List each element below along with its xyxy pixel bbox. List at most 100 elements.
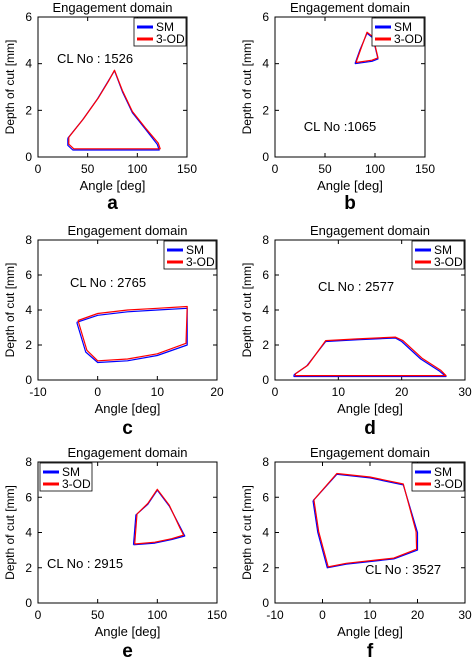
series-line-sm xyxy=(312,473,419,569)
y-tick-label: 4 xyxy=(262,57,269,71)
panel-label: f xyxy=(367,641,374,662)
y-tick-label: 6 xyxy=(25,10,32,24)
legend-entry: SM xyxy=(434,243,452,257)
legend: SM3-OD xyxy=(163,240,217,270)
chart-title: Engagement domain xyxy=(310,223,430,238)
x-tick-label: -10 xyxy=(266,608,284,622)
y-tick-label: 8 xyxy=(25,233,32,247)
panel-label: a xyxy=(107,193,118,214)
legend-box xyxy=(411,462,465,492)
x-tick-label: 20 xyxy=(395,385,409,399)
legend-entry: 3-OD xyxy=(434,255,463,269)
legend-box xyxy=(163,240,217,270)
x-tick-label: 10 xyxy=(332,385,346,399)
legend-box xyxy=(371,17,425,47)
y-axis-label: Depth of cut [mm] xyxy=(240,263,254,358)
chart-panel-d: Engagement domain 0 10 20 30 0 2 4 6 8 Angle [deg]… xyxy=(240,223,472,439)
y-tick-label: 2 xyxy=(25,338,32,352)
chart-title: Engagement domain xyxy=(290,0,410,15)
legend: SM3-OD xyxy=(133,17,187,47)
series-line-3-od xyxy=(294,336,447,377)
panel-label: e xyxy=(122,641,133,662)
x-tick-label: 20 xyxy=(411,608,425,622)
y-tick-label: 6 xyxy=(262,490,269,504)
x-axis-label: Angle [deg] xyxy=(337,624,403,639)
x-tick-label: 100 xyxy=(127,162,147,176)
y-tick-label: 2 xyxy=(262,103,269,117)
legend: SM3-OD xyxy=(39,462,93,492)
x-tick-label: 30 xyxy=(458,608,472,622)
y-tick-label: 2 xyxy=(262,561,269,575)
x-tick-label: 10 xyxy=(151,385,165,399)
legend-entry: SM xyxy=(156,20,174,34)
x-tick-label: 20 xyxy=(210,385,224,399)
legend-entry: 3-OD xyxy=(186,255,215,269)
y-tick-label: 2 xyxy=(25,103,32,117)
y-tick-label: 6 xyxy=(262,268,269,282)
x-tick-label: 0 xyxy=(35,162,42,176)
legend-entry: 3-OD xyxy=(434,477,463,491)
legend-entry: SM xyxy=(394,20,412,34)
y-axis-label: Depth of cut [mm] xyxy=(240,40,254,135)
x-tick-label: 150 xyxy=(207,608,227,622)
x-tick-label: 0 xyxy=(319,608,326,622)
legend-entry: 3-OD xyxy=(62,477,91,491)
chart-title: Engagement domain xyxy=(68,223,188,238)
x-axis-label: Angle [deg] xyxy=(317,178,383,193)
y-tick-label: 6 xyxy=(262,10,269,24)
legend: SM3-OD xyxy=(411,462,465,492)
y-tick-label: 4 xyxy=(262,303,269,317)
x-axis-label: Angle [deg] xyxy=(337,401,403,416)
x-tick-label: 100 xyxy=(147,608,167,622)
y-tick-label: 0 xyxy=(25,150,32,164)
legend-box xyxy=(39,462,93,492)
y-tick-label: 8 xyxy=(262,233,269,247)
x-axis-label: Angle [deg] xyxy=(95,624,161,639)
y-tick-label: 6 xyxy=(25,268,32,282)
x-tick-label: 50 xyxy=(91,608,105,622)
y-axis-label: Depth of cut [mm] xyxy=(240,485,254,580)
chart-title: Engagement domain xyxy=(53,0,173,15)
y-tick-label: 0 xyxy=(262,150,269,164)
legend-entry: 3-OD xyxy=(394,32,423,46)
legend: SM3-OD xyxy=(411,240,465,270)
x-tick-label: 50 xyxy=(318,162,332,176)
y-tick-label: 0 xyxy=(262,596,269,610)
chart-title: Engagement domain xyxy=(310,445,430,460)
x-tick-label: 100 xyxy=(365,162,385,176)
cl-number-annotation: CL No : 1526 xyxy=(57,51,133,66)
legend: SM3-OD xyxy=(371,17,425,47)
chart-panel-e: Engagement domain 0 50 100 150 0 2 4 6 8 Angle [de… xyxy=(3,445,227,662)
chart-title: Engagement domain xyxy=(68,445,188,460)
x-tick-label: 150 xyxy=(177,162,197,176)
y-tick-label: 2 xyxy=(25,561,32,575)
y-tick-label: 6 xyxy=(25,490,32,504)
y-tick-label: 2 xyxy=(262,338,269,352)
y-axis-label: Depth of cut [mm] xyxy=(3,40,17,135)
series-line-3-od xyxy=(68,69,161,150)
x-tick-label: 0 xyxy=(272,385,279,399)
x-tick-label: 0 xyxy=(35,608,42,622)
cl-number-annotation: CL No : 2577 xyxy=(318,279,394,294)
legend-entry: SM xyxy=(62,465,80,479)
cl-number-annotation: CL No :1065 xyxy=(304,119,377,134)
legend-box xyxy=(411,240,465,270)
series-line-sm xyxy=(76,307,188,364)
panel-label: d xyxy=(364,418,376,439)
legend-entry: SM xyxy=(186,243,204,257)
y-tick-label: 4 xyxy=(262,526,269,540)
legend-entry: SM xyxy=(434,465,452,479)
cl-number-annotation: CL No : 2915 xyxy=(47,556,123,571)
x-axis-label: Angle [deg] xyxy=(80,178,146,193)
legend-entry: 3-OD xyxy=(156,32,185,46)
y-tick-label: 4 xyxy=(25,303,32,317)
x-tick-label: 0 xyxy=(272,162,279,176)
cl-number-annotation: CL No : 3527 xyxy=(365,562,441,577)
series-line-3-od xyxy=(77,305,188,362)
x-tick-label: -10 xyxy=(29,385,47,399)
y-tick-label: 0 xyxy=(262,373,269,387)
x-tick-label: 10 xyxy=(363,608,377,622)
y-tick-label: 4 xyxy=(25,526,32,540)
